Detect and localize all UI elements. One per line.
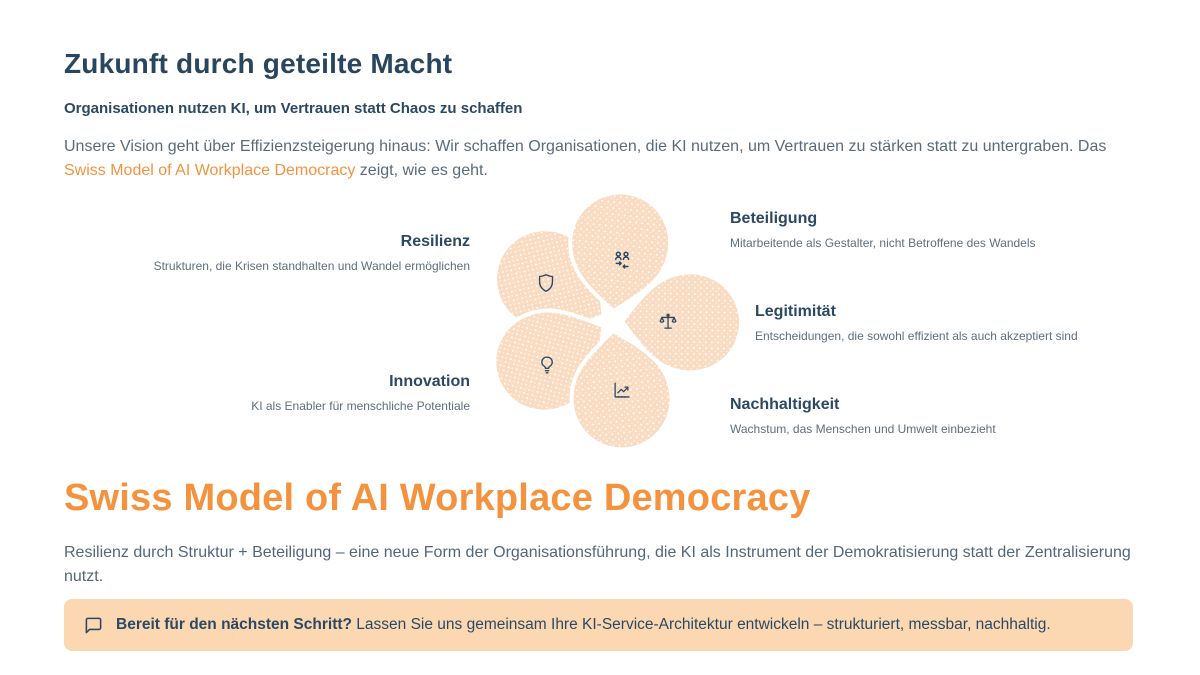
cta-callout: Bereit für den nächsten Schritt? Lassen … xyxy=(64,599,1133,651)
section-title: Swiss Model of AI Workplace Democracy xyxy=(64,477,811,519)
label-legitimitaet: Legitimität Entscheidungen, die sowohl e… xyxy=(755,302,1078,343)
callout-bold-text: Bereit für den nächsten Schritt? xyxy=(116,616,352,633)
petal-title: Legitimität xyxy=(755,303,836,320)
label-nachhaltigkeit: Nachhaltigkeit Wachstum, das Menschen un… xyxy=(730,395,996,436)
page-title: Zukunft durch geteilte Macht xyxy=(64,48,453,79)
petal-description: Mitarbeitende als Gestalter, nicht Betro… xyxy=(730,236,1036,250)
message-square-icon xyxy=(85,617,102,633)
petal-legitimitaet xyxy=(619,270,742,375)
petal-description: Entscheidungen, die sowohl effizient als… xyxy=(755,329,1078,343)
intro-text-after: zeigt, wie es geht. xyxy=(355,162,488,179)
petal-flower-graphic xyxy=(492,191,742,451)
main-content: Zukunft durch geteilte Macht Organisatio… xyxy=(64,48,1136,651)
shield-icon xyxy=(538,274,554,293)
petal-description: Wachstum, das Menschen und Umwelt einbez… xyxy=(730,422,996,436)
petal-title: Nachhaltigkeit xyxy=(730,396,840,413)
chart-up-icon xyxy=(614,382,630,398)
label-innovation: Innovation KI als Enabler für menschlich… xyxy=(251,372,470,413)
intro-text-before: Unsere Vision geht über Effizienzsteiger… xyxy=(64,138,1107,155)
lightbulb-icon xyxy=(541,356,553,374)
swiss-model-link[interactable]: Swiss Model of AI Workplace Democracy xyxy=(64,162,356,179)
page-subtitle: Organisationen nutzen KI, um Vertrauen s… xyxy=(64,100,523,117)
label-resilienz: Resilienz Strukturen, die Krisen standha… xyxy=(154,232,470,273)
petal-beteiligung xyxy=(568,191,673,314)
petal-title: Beteiligung xyxy=(730,210,818,227)
flower-diagram: Resilienz Strukturen, die Krisen standha… xyxy=(64,191,1136,451)
petal-description: KI als Enabler für menschliche Potential… xyxy=(251,399,470,413)
petal-title: Resilienz xyxy=(400,233,470,250)
petal-description: Strukturen, die Krisen standhalten und W… xyxy=(153,259,470,273)
intro-paragraph: Unsere Vision geht über Effizienzsteiger… xyxy=(64,135,1136,183)
label-beteiligung: Beteiligung Mitarbeitende als Gestalter,… xyxy=(730,209,1036,250)
scales-icon xyxy=(659,313,677,329)
callout-regular-text: Lassen Sie uns gemeinsam Ihre KI-Service… xyxy=(351,616,1051,633)
users-exchange-icon xyxy=(615,251,630,269)
callout-text: Bereit für den nächsten Schritt? Lassen … xyxy=(116,614,1051,636)
petal-title: Innovation xyxy=(389,373,470,390)
section-description: Resilienz durch Struktur + Beteiligung –… xyxy=(64,544,1131,585)
